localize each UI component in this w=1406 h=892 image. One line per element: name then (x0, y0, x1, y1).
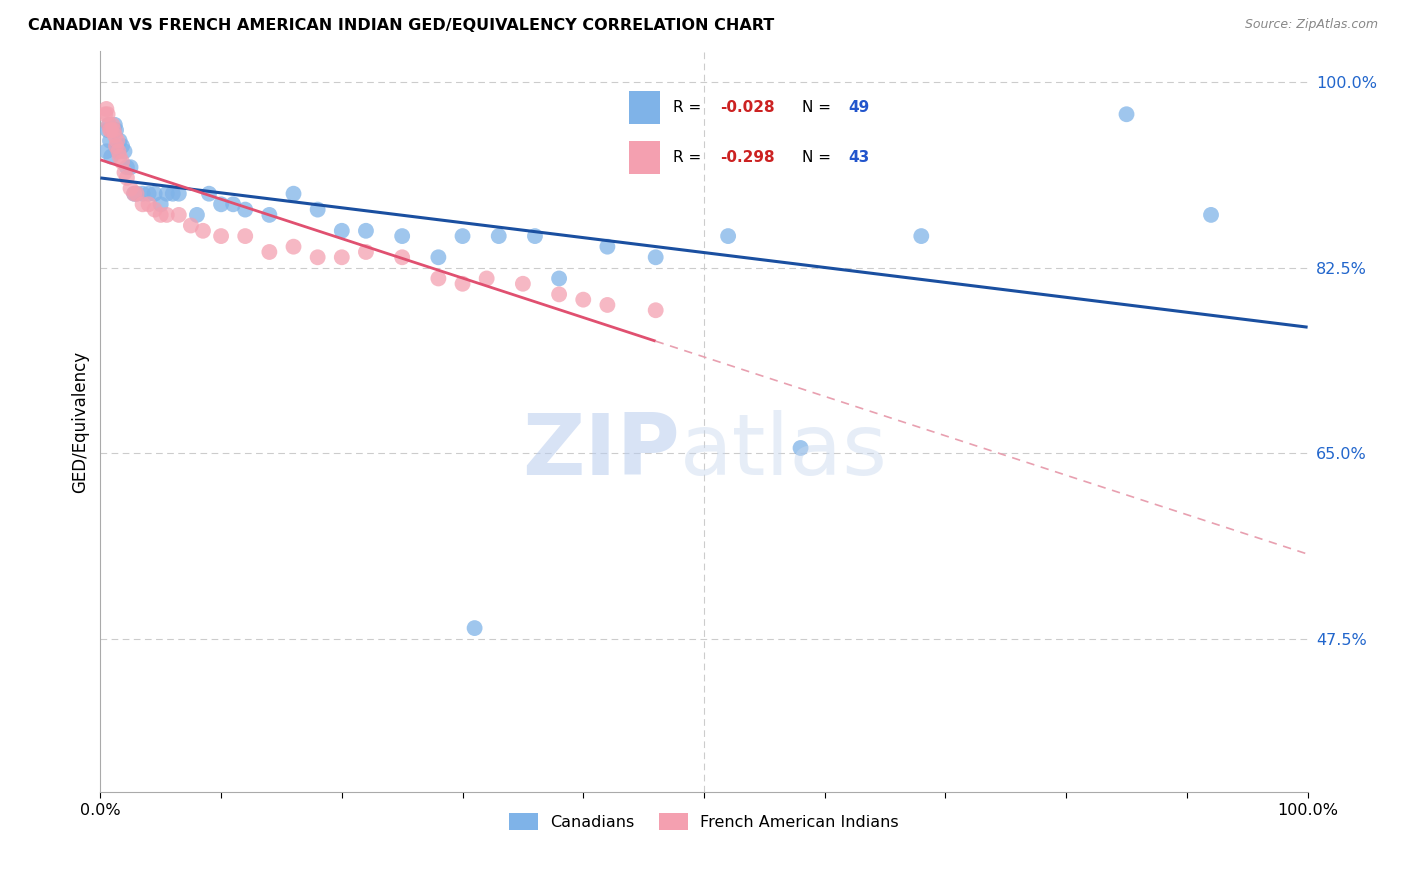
Point (283, 186, 305, 201)
Point (910, 229, 932, 244)
Point (96, 145, 118, 159)
Point (156, 186, 179, 201)
Point (464, 621, 486, 635)
Point (186, 208, 208, 222)
Point (108, 150, 131, 164)
Point (427, 250, 450, 264)
Y-axis label: GED/Equivalency: GED/Equivalency (72, 351, 89, 492)
Point (259, 208, 281, 222)
Point (391, 250, 413, 264)
Point (101, 118, 124, 132)
Point (115, 170, 138, 185)
Point (98, 123, 121, 137)
Point (143, 186, 166, 201)
Point (98, 134, 121, 148)
Point (488, 229, 510, 244)
Point (125, 186, 148, 201)
Point (114, 145, 136, 159)
Point (180, 219, 202, 233)
Point (149, 208, 172, 222)
Point (1199, 208, 1222, 222)
Point (233, 202, 256, 217)
Point (97, 118, 120, 132)
Point (156, 208, 179, 222)
Point (108, 134, 131, 148)
Point (354, 244, 377, 259)
Point (191, 224, 214, 238)
Point (644, 303, 666, 318)
Point (427, 271, 450, 285)
Point (512, 277, 534, 291)
Point (717, 229, 740, 244)
Point (548, 287, 571, 301)
Point (97, 118, 120, 132)
Point (475, 271, 498, 285)
Point (307, 250, 329, 264)
Point (103, 123, 125, 137)
Point (105, 139, 128, 153)
Point (596, 298, 619, 312)
Point (103, 123, 125, 137)
Point (138, 197, 160, 211)
Point (111, 139, 134, 153)
Point (131, 197, 153, 211)
Point (104, 118, 127, 132)
Point (789, 441, 811, 455)
Text: CANADIAN VS FRENCH AMERICAN INDIAN GED/EQUIVALENCY CORRELATION CHART: CANADIAN VS FRENCH AMERICAN INDIAN GED/E… (28, 18, 775, 33)
Point (131, 186, 153, 201)
Point (105, 139, 128, 153)
Point (307, 202, 329, 217)
Point (1115, 107, 1137, 121)
Point (107, 145, 129, 159)
Legend: Canadians, French American Indians: Canadians, French American Indians (503, 807, 905, 836)
Point (259, 244, 281, 259)
Point (644, 250, 666, 264)
Point (97, 123, 120, 137)
Point (111, 155, 134, 169)
Point (451, 277, 474, 291)
Point (283, 240, 305, 254)
Point (167, 208, 190, 222)
Point (198, 186, 221, 201)
Point (101, 123, 124, 137)
Point (222, 197, 245, 211)
Point (149, 197, 172, 211)
Point (97, 107, 120, 121)
Point (122, 186, 145, 201)
Point (143, 202, 166, 217)
Point (94, 107, 117, 121)
Point (167, 186, 190, 201)
Point (330, 250, 353, 264)
Point (100, 123, 122, 137)
Point (596, 240, 619, 254)
Text: Source: ZipAtlas.com: Source: ZipAtlas.com (1244, 18, 1378, 31)
Point (115, 160, 138, 174)
Point (233, 229, 256, 244)
Point (138, 186, 160, 201)
Point (209, 197, 232, 211)
Point (105, 134, 128, 148)
Point (120, 181, 142, 195)
Point (114, 165, 136, 179)
Point (107, 145, 129, 159)
Point (125, 186, 148, 201)
Point (162, 186, 184, 201)
Point (122, 186, 145, 201)
Point (209, 229, 232, 244)
Point (330, 224, 353, 238)
Text: atlas: atlas (681, 409, 887, 492)
Point (105, 123, 128, 137)
Point (523, 229, 546, 244)
Point (100, 150, 122, 164)
Point (104, 128, 127, 143)
Point (96, 102, 118, 116)
Text: ZIP: ZIP (522, 409, 681, 492)
Point (451, 229, 474, 244)
Point (391, 229, 413, 244)
Point (354, 224, 377, 238)
Point (572, 293, 595, 307)
Point (120, 160, 142, 174)
Point (548, 271, 571, 285)
